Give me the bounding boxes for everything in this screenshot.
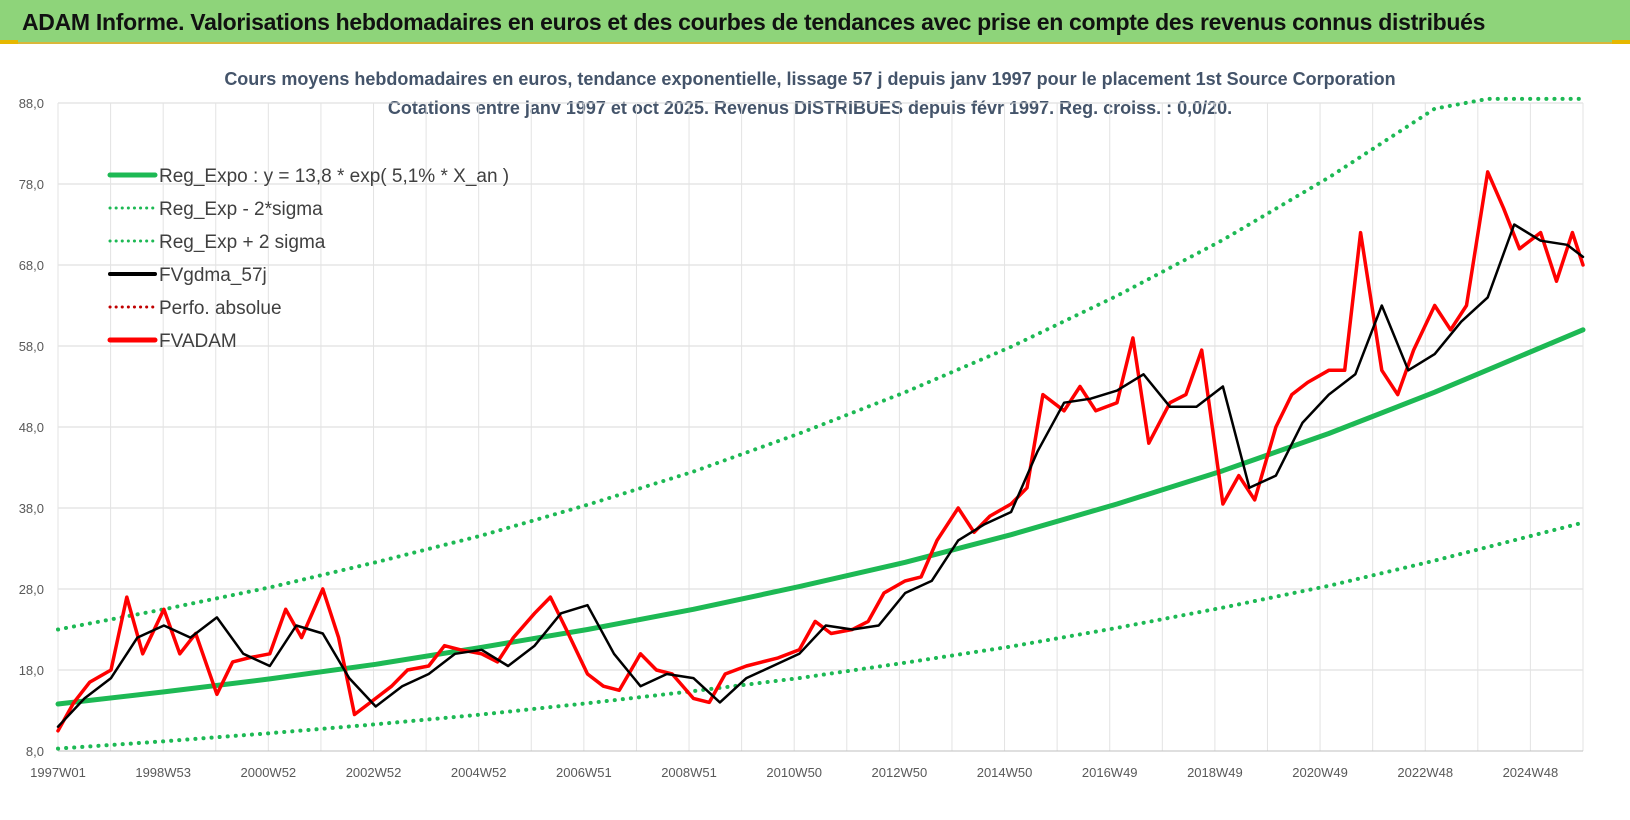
x-tick-label: 2008W51	[661, 765, 717, 780]
x-tick-label: 2022W48	[1397, 765, 1453, 780]
x-tick-label: 2016W49	[1082, 765, 1138, 780]
x-tick-label: 2014W50	[977, 765, 1033, 780]
y-tick-label: 58,0	[19, 339, 44, 354]
corner-mark-right	[1612, 40, 1630, 45]
y-tick-label: 18,0	[19, 663, 44, 678]
chart-frame: Cours moyens hebdomadaires en euros, ten…	[0, 44, 1630, 815]
y-tick-label: 88,0	[19, 96, 44, 111]
series-line-2	[56, 96, 1585, 632]
corner-mark-left	[0, 40, 18, 45]
y-tick-label: 28,0	[19, 582, 44, 597]
y-axis: 88,0 78,0 68,0 58,0 48,0 38,0 28,0 18,0 8,0	[19, 96, 44, 759]
legend-label: FVADAM	[159, 331, 237, 352]
series-lines	[55, 96, 1586, 751]
header-title: ADAM Informe. Valorisations hebdomadaire…	[22, 9, 1486, 35]
series-line-0	[55, 327, 1586, 707]
series-line-4	[56, 170, 1585, 733]
header-bar: ADAM Informe. Valorisations hebdomadaire…	[0, 0, 1630, 44]
x-tick-label: 2004W52	[451, 765, 507, 780]
legend-label: Reg_Expo : y = 13,8 * exp( 5,1% * X_an )	[159, 166, 509, 187]
x-tick-label: 2024W48	[1503, 765, 1559, 780]
x-tick-label: 2018W49	[1187, 765, 1243, 780]
x-tick-label: 1998W53	[135, 765, 191, 780]
x-tick-label: 2006W51	[556, 765, 612, 780]
legend: Reg_Expo : y = 13,8 * exp( 5,1% * X_an )…	[107, 166, 509, 352]
y-tick-label: 8,0	[26, 744, 44, 759]
y-tick-label: 38,0	[19, 501, 44, 516]
x-tick-label: 1997W01	[30, 765, 86, 780]
x-axis: 1997W01 1998W53 2000W52 2002W52 2004W52 2006W…	[30, 750, 1583, 780]
legend-label: Perfo. absolue	[159, 298, 282, 319]
y-tick-label: 68,0	[19, 258, 44, 273]
series-line-3	[56, 223, 1585, 728]
y-tick-label: 78,0	[19, 177, 44, 192]
legend-label: FVgdma_57j	[159, 265, 267, 286]
chart-subtitle: Cotations entre janv 1997 et oct 2025. R…	[388, 98, 1232, 118]
series-line-1	[56, 520, 1585, 751]
chart-title: Cours moyens hebdomadaires en euros, ten…	[224, 69, 1395, 89]
x-tick-label: 2012W50	[872, 765, 928, 780]
x-tick-label: 2002W52	[346, 765, 402, 780]
y-tick-label: 48,0	[19, 420, 44, 435]
legend-label: Reg_Exp + 2 sigma	[159, 232, 326, 253]
x-tick-label: 2000W52	[241, 765, 297, 780]
grid	[57, 102, 1584, 752]
x-tick-label: 2010W50	[766, 765, 822, 780]
price-chart: Cours moyens hebdomadaires en euros, ten…	[19, 69, 1586, 780]
x-tick-label: 2020W49	[1292, 765, 1348, 780]
legend-label: Reg_Exp - 2*sigma	[159, 199, 323, 220]
